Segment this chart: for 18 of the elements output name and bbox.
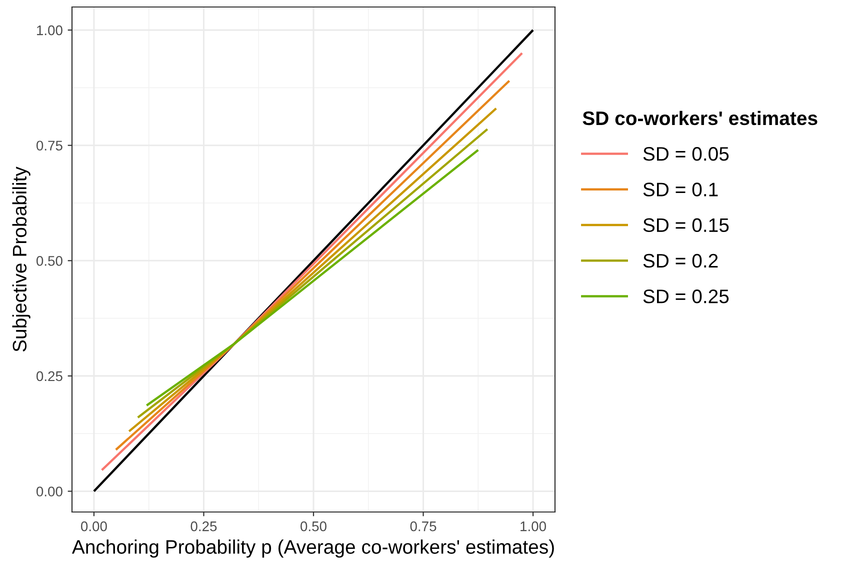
legend-label: SD = 0.1 [643,182,718,196]
y-tick-label: 1.00 [37,25,62,36]
x-axis-title: Anchoring Probability p (Average co-workers' estimates) [72,540,554,558]
x-tick-label: 0.00 [80,521,107,532]
y-tick-label: 0.50 [36,256,62,266]
y-tick-label: 0.25 [36,371,62,382]
x-tick-label: 1.00 [520,521,546,532]
legend-label: SD = 0.15 [643,218,729,232]
y-tick-label: 0.75 [36,140,62,151]
x-tick-label: 0.50 [300,521,326,532]
legend-title: SD co-workers' estimates [582,110,818,126]
y-axis-title: Subjective Probability [12,166,30,352]
y-tick-label: 0.00 [36,486,62,496]
x-tick-label: 0.25 [190,521,217,532]
x-tick-label: 0.75 [410,521,436,532]
legend-label: SD = 0.25 [643,290,729,304]
legend-label: SD = 0.05 [643,147,729,161]
legend-label: SD = 0.2 [643,254,718,268]
